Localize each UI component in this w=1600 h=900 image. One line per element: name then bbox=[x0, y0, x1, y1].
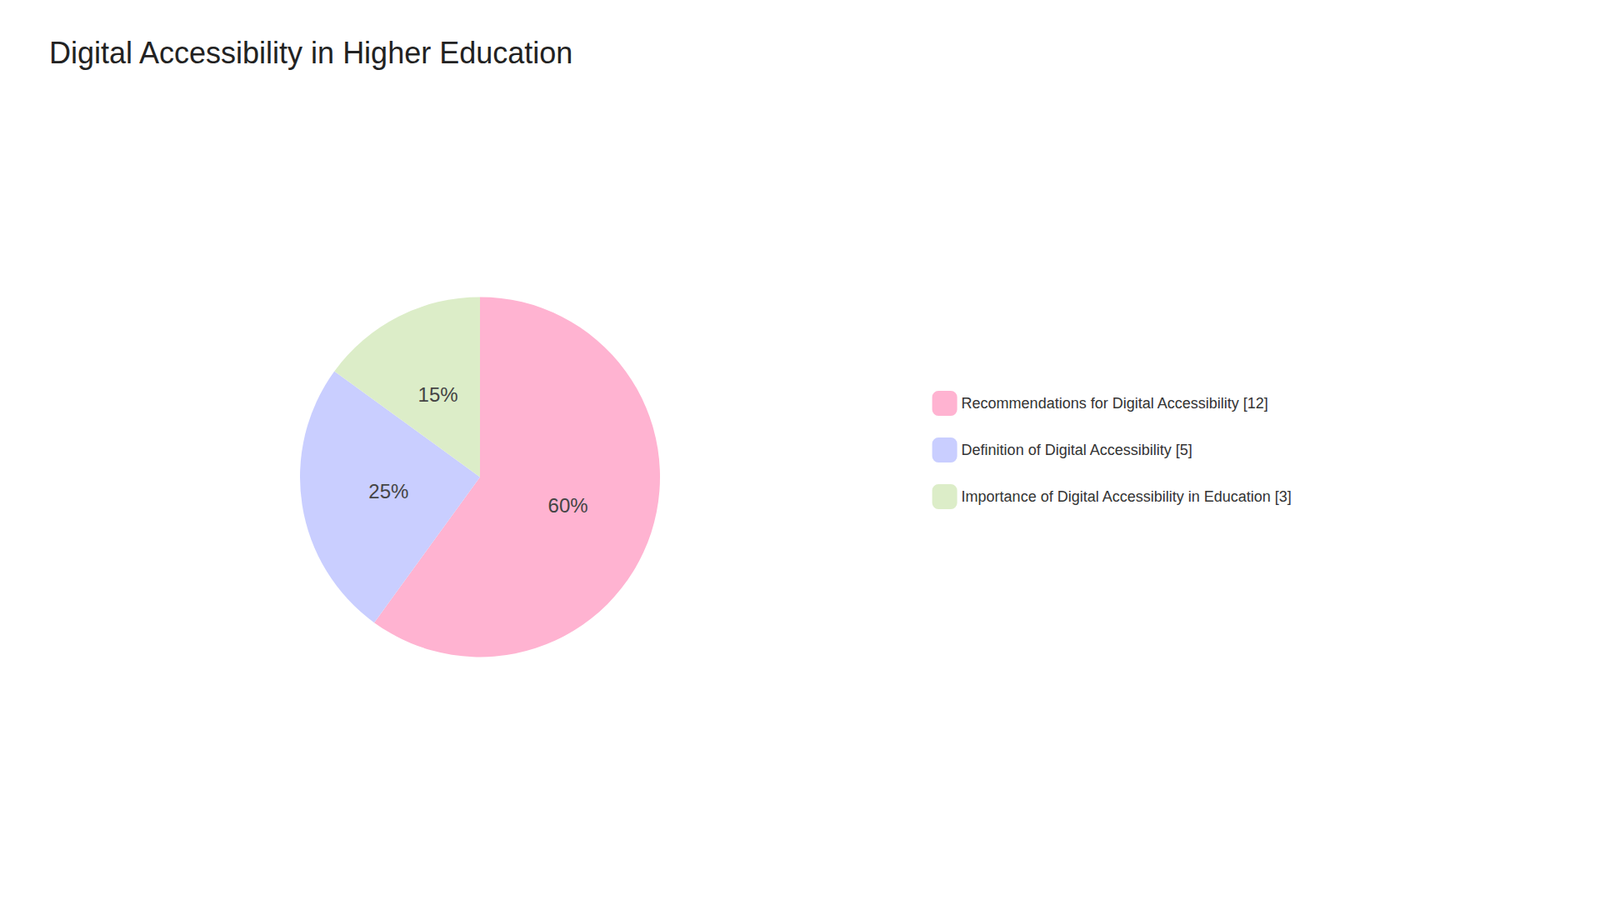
svg-text:Definition of Digital Accessib: Definition of Digital Accessibility [5] bbox=[961, 441, 1193, 459]
svg-text:Recommendations for Digital Ac: Recommendations for Digital Accessibilit… bbox=[961, 395, 1269, 412]
svg-text:15%: 15% bbox=[418, 383, 459, 406]
svg-text:Digital Accessibility in Highe: Digital Accessibility in Higher Educatio… bbox=[49, 35, 573, 70]
svg-text:Importance of Digital Accessib: Importance of Digital Accessibility in E… bbox=[961, 488, 1292, 505]
svg-text:60%: 60% bbox=[548, 494, 589, 517]
svg-text:25%: 25% bbox=[368, 480, 409, 503]
